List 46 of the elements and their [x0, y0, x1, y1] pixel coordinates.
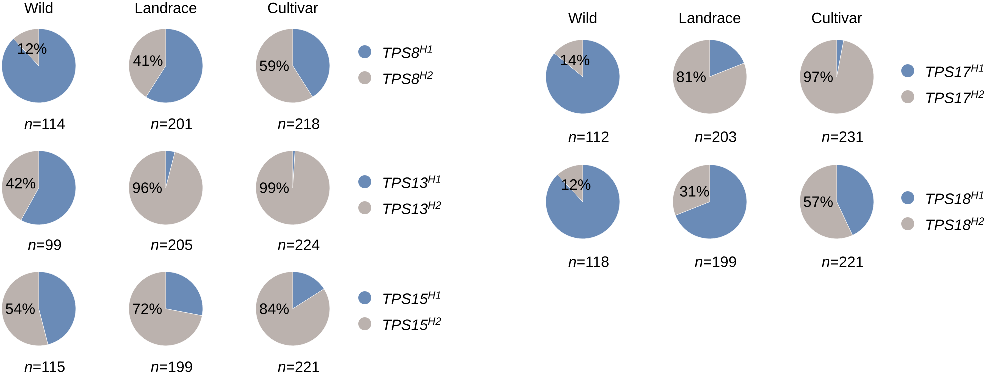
text: n=221: [278, 362, 320, 372]
legend-label: TPS13$^{H2}$: [384, 202, 442, 214]
data-label: 42%: [6, 178, 36, 189]
legend-label: TPS17$^{H1}$: [926, 64, 984, 78]
text: n=114: [24, 118, 66, 130]
legend-label: TPS15$^{H2}$: [384, 318, 442, 330]
text: n=199: [695, 256, 736, 268]
chart-title: Landrace: [680, 12, 741, 24]
legend-label: TPS8$^{H1}$: [384, 46, 432, 58]
text: n=205: [151, 240, 192, 250]
legend-label: TPS18$^{H2}$: [926, 218, 984, 230]
text: n=115: [24, 362, 65, 372]
text: n=199: [151, 362, 192, 372]
text: n=118: [568, 256, 609, 268]
data-label: 14%: [561, 55, 590, 66]
data-label: 96%: [133, 182, 162, 194]
text: n=203: [695, 132, 736, 142]
text: n=99: [28, 240, 62, 250]
legend-label: TPS18$^{H1}$: [926, 192, 984, 204]
text: n=221: [822, 256, 864, 268]
chart-title: Landrace: [136, 2, 197, 14]
legend-label: TPS8$^{H2}$: [384, 72, 433, 84]
chart-title: Wild: [568, 12, 597, 24]
chart-title: Wild: [24, 2, 53, 14]
data-label: 81%: [677, 72, 706, 82]
data-label: 84%: [260, 304, 289, 314]
data-label: 99%: [260, 182, 289, 194]
data-label: 57%: [804, 196, 833, 208]
data-label: 59%: [260, 60, 289, 72]
chart-title: Cultivar: [812, 12, 862, 24]
data-label: 97%: [804, 72, 833, 82]
legend-label: TPS15$^{H1}$: [384, 292, 441, 304]
data-label: 41%: [134, 56, 163, 66]
data-label: 54%: [6, 304, 35, 314]
chart-title: Cultivar: [268, 2, 318, 14]
legend-label: TPS17$^{H2}$: [926, 90, 984, 104]
text: n=218: [278, 118, 320, 130]
data-label: 12%: [562, 180, 591, 190]
data-label: 12%: [18, 44, 47, 54]
text: n=224: [278, 240, 320, 250]
data-label: 72%: [133, 304, 162, 314]
text: n=231: [822, 132, 864, 142]
legend-label: TPS13$^{H1}$: [384, 176, 441, 188]
text: n=201: [151, 118, 192, 130]
data-label: 31%: [680, 186, 710, 197]
text: n=112: [568, 132, 609, 142]
